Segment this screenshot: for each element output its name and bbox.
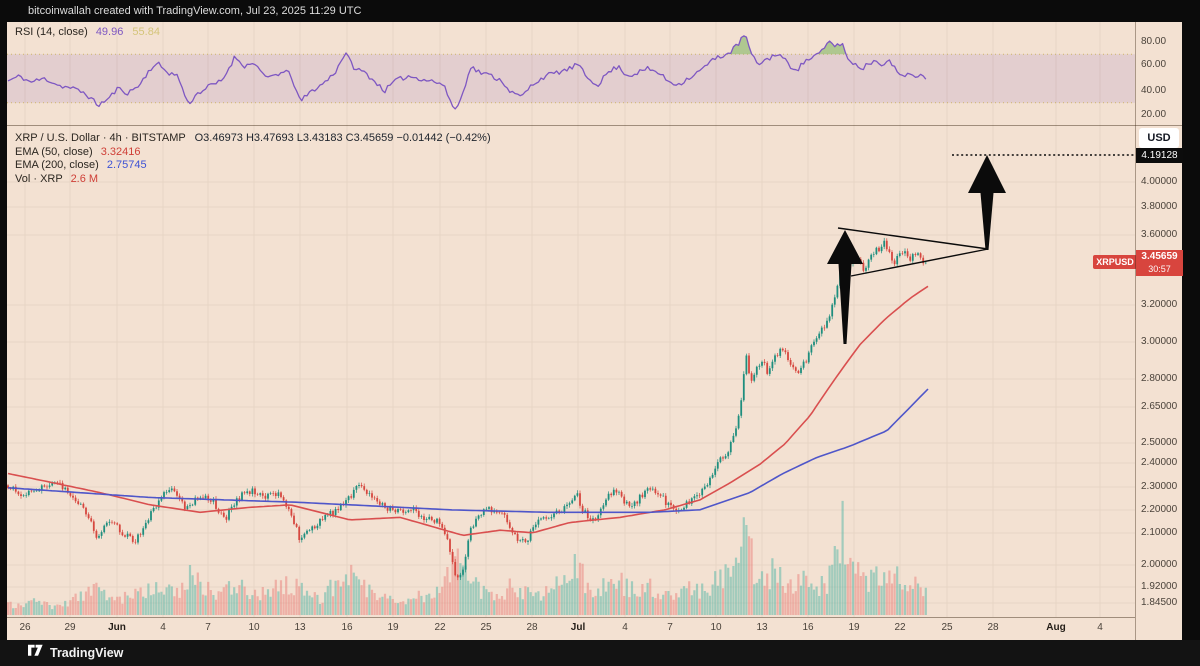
time-axis-label: 29: [64, 622, 76, 633]
time-axis-label: Aug: [1046, 622, 1066, 633]
rsi-legend-label: RSI (14, close): [15, 26, 88, 38]
time-axis[interactable]: 26 29 Jun 4 7 10 13 16 19 22 25 28 Jul 4 7 10 13 16 19 22 25…: [7, 617, 1135, 641]
time-axis-label: Jul: [570, 622, 586, 633]
time-axis-label: 25: [480, 622, 492, 633]
time-axis-label: 22: [434, 622, 446, 633]
time-axis-label: 13: [294, 622, 306, 633]
time-axis-label: 25: [941, 622, 953, 633]
rsi-axis-label: 80.00: [1141, 36, 1167, 47]
symbol-title: XRP / U.S. Dollar · 4h · BITSTAMP: [15, 132, 186, 144]
rsi-axis-label: 60.00: [1141, 59, 1167, 70]
main-legend[interactable]: XRP / U.S. Dollar · 4h · BITSTAMP O3.469…: [15, 132, 491, 186]
time-axis-label: 19: [387, 622, 399, 633]
rsi-ma-value: 55.84: [132, 26, 160, 38]
time-axis-label: 19: [848, 622, 860, 633]
time-axis-label: 7: [205, 622, 211, 633]
rsi-axis-label: 20.00: [1141, 109, 1167, 120]
price-axis-label: 2.50000: [1141, 437, 1178, 448]
time-axis-label: 16: [802, 622, 814, 633]
time-axis-label: 28: [987, 622, 999, 633]
rsi-axis-label: 40.00: [1141, 85, 1167, 96]
time-axis-label: 7: [667, 622, 673, 633]
price-axis-label: 2.10000: [1141, 527, 1178, 538]
price-axis-label: 3.20000: [1141, 299, 1178, 310]
time-axis-label: 26: [19, 622, 31, 633]
top-bar: bitcoinwallah created with TradingView.c…: [0, 0, 1200, 22]
price-axis-label: 2.00000: [1141, 559, 1178, 570]
price-axis-label: 3.60000: [1141, 229, 1178, 240]
time-axis-label: 4: [1097, 622, 1103, 633]
time-axis-label: 4: [160, 622, 166, 633]
price-axis-label: 1.84500: [1141, 597, 1178, 608]
time-axis-label: 16: [341, 622, 353, 633]
tradingview-brand[interactable]: TradingView: [50, 646, 124, 660]
ema200-value: 2.75745: [106, 159, 147, 171]
time-axis-label: Jun: [108, 622, 126, 633]
price-axis[interactable]: USD 4.19128 3.45659 30:57 4.00000 3.80000…: [1135, 22, 1183, 640]
chart-area: RSI (14, close) 49.96 55.84 XRP / U.S. D…: [7, 22, 1183, 641]
tradingview-logo-icon[interactable]: [28, 644, 43, 662]
volume-label: Vol · XRP: [15, 172, 63, 185]
volume-value: 2.6 M: [70, 172, 99, 185]
price-axis-label: 2.40000: [1141, 457, 1178, 468]
time-axis-label: 28: [526, 622, 538, 633]
price-axis-label: 2.20000: [1141, 504, 1178, 515]
time-axis-label: 10: [710, 622, 722, 633]
bar-countdown: 30:57: [1148, 264, 1171, 274]
ema50-value: 3.32416: [100, 145, 141, 158]
ema50-label: EMA (50, close): [15, 145, 93, 158]
bottom-bar: TradingView: [0, 640, 1200, 666]
ohlc-values: O3.46973 H3.47693 L3.43183 C3.45659 −0.0…: [194, 132, 491, 144]
time-axis-label: 13: [756, 622, 768, 633]
price-axis-label: 4.00000: [1141, 176, 1178, 187]
rsi-pane-canvas[interactable]: [7, 22, 1135, 125]
rsi-legend[interactable]: RSI (14, close) 49.96 55.84: [15, 26, 160, 40]
price-axis-label: 3.00000: [1141, 336, 1178, 347]
watermark-text: bitcoinwallah created with TradingView.c…: [28, 5, 362, 17]
time-axis-label: 22: [894, 622, 906, 633]
price-axis-label: 2.65000: [1141, 401, 1178, 412]
target-price-label: 4.19128: [1136, 148, 1183, 163]
time-axis-label: 4: [622, 622, 628, 633]
price-pane-canvas[interactable]: [7, 125, 1135, 617]
pane-separator[interactable]: [7, 125, 1182, 126]
price-axis-label: 2.30000: [1141, 481, 1178, 492]
price-axis-label: 1.92000: [1141, 581, 1178, 592]
last-price-label: 3.45659 30:57: [1136, 250, 1183, 276]
time-axis-label: 10: [248, 622, 260, 633]
price-axis-label: 3.80000: [1141, 201, 1178, 212]
price-axis-label: 2.80000: [1141, 373, 1178, 384]
rsi-value: 49.96: [95, 26, 124, 38]
ema200-label: EMA (200, close): [15, 159, 99, 171]
symbol-price-tag: XRPUSD: [1093, 255, 1137, 269]
currency-toggle-button[interactable]: USD: [1139, 128, 1179, 148]
last-price-value: 3.45659: [1141, 251, 1178, 262]
